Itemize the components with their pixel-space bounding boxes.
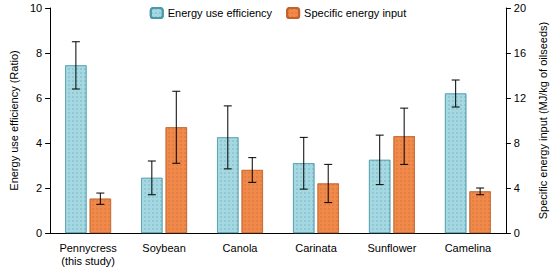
svg-text:Pennycress: Pennycress: [59, 242, 117, 254]
svg-text:Soybean: Soybean: [142, 242, 185, 254]
svg-text:4: 4: [36, 137, 42, 149]
svg-text:12: 12: [514, 92, 526, 104]
svg-text:Energy use efficiency: Energy use efficiency: [168, 7, 273, 19]
svg-text:Canola: Canola: [223, 242, 259, 254]
svg-text:8: 8: [514, 137, 520, 149]
svg-text:Specific energy input (MJ/kg o: Specific energy input (MJ/kg of oilseeds…: [537, 22, 549, 219]
svg-text:Specific energy input: Specific energy input: [304, 7, 406, 19]
svg-text:10: 10: [30, 2, 42, 14]
svg-text:6: 6: [36, 92, 42, 104]
svg-text:Camelina: Camelina: [445, 242, 492, 254]
svg-text:20: 20: [514, 2, 526, 14]
svg-text:0: 0: [36, 227, 42, 239]
svg-text:2: 2: [36, 182, 42, 194]
svg-text:8: 8: [36, 47, 42, 59]
svg-text:0: 0: [514, 227, 520, 239]
svg-text:(this study): (this study): [61, 255, 115, 267]
svg-text:Carinata: Carinata: [295, 242, 337, 254]
svg-text:Energy use efficiency (Ratio): Energy use efficiency (Ratio): [8, 50, 20, 190]
svg-text:16: 16: [514, 47, 526, 59]
svg-text:4: 4: [514, 182, 520, 194]
svg-text:Sunflower: Sunflower: [367, 242, 416, 254]
